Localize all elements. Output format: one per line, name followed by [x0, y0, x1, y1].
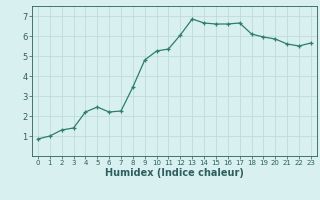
X-axis label: Humidex (Indice chaleur): Humidex (Indice chaleur)	[105, 168, 244, 178]
